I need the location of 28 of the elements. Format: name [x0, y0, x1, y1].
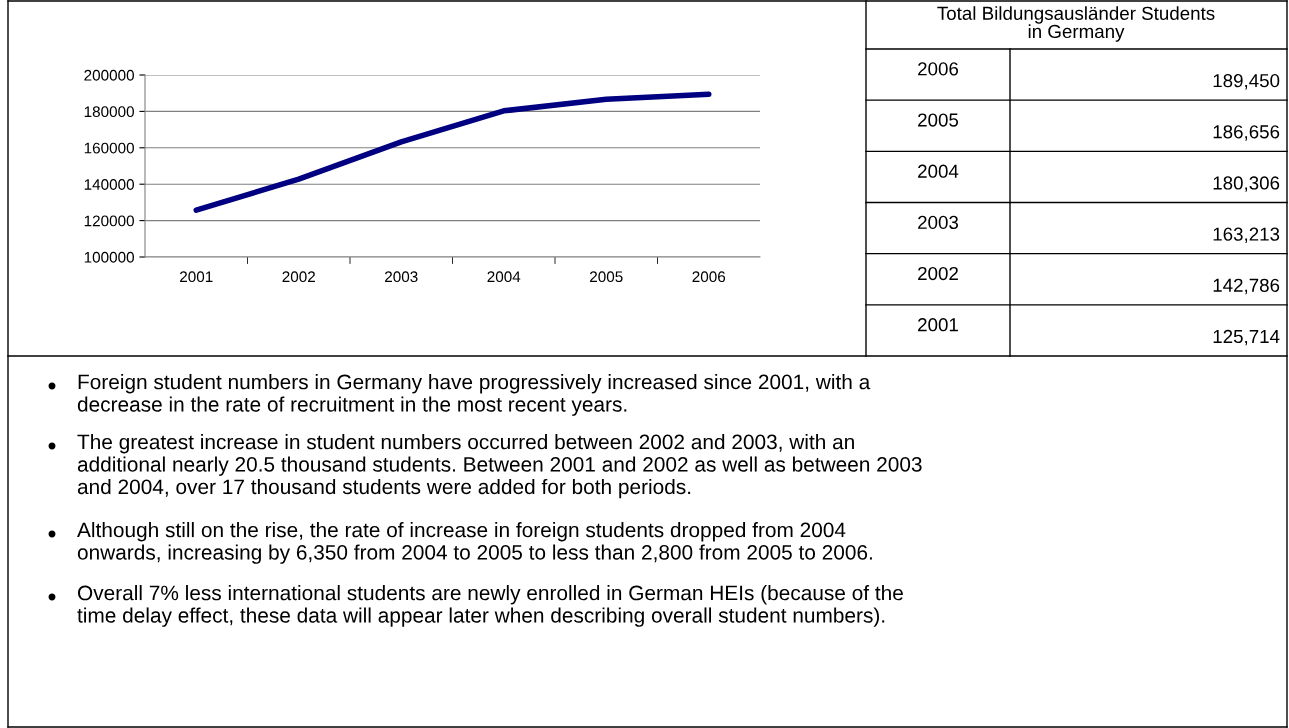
text: 125,714	[1213, 329, 1280, 346]
text: The greatest increase in student numbers occurred between 2002 and 2003, with an additional nearly 20.5 thousand students. Between 2001 and 2002 as well as between 2003 and 2004, over 17 thousand students were added for both periods.	[77, 434, 922, 499]
x-tick-label: 2002	[282, 271, 315, 283]
y-tick-label: 100000	[84, 251, 134, 263]
category-label: 2003	[918, 215, 959, 230]
category-label: 2004	[918, 164, 959, 178]
category-label: 2006	[918, 62, 959, 76]
y-tick-label: 120000	[84, 215, 134, 227]
text: Although still on the rise, the rate of increase in foreign students dropped from 2004 onwards, increasing by 6,350 from 2004 to 2005 to less than 2,800 from 2005 to 2006.	[77, 522, 872, 564]
x-tick-label: 2004	[487, 271, 521, 283]
y-tick-label: 180000	[84, 106, 134, 118]
x-tick-label: 2006	[692, 271, 726, 283]
y-tick-label: 200000	[84, 69, 134, 81]
text: Foreign student numbers in Germany have progressively increased since 2001, with a decrease in the rate of recruitment in the most recent years.	[77, 374, 871, 416]
text: 142,786	[1213, 278, 1280, 295]
x-tick-label: 2003	[385, 271, 418, 283]
text: 186,656	[1213, 125, 1280, 141]
x-tick-label: 2005	[590, 271, 623, 283]
text: 189,450	[1213, 74, 1280, 90]
y-tick-label: 140000	[84, 179, 134, 190]
y-tick-label: 160000	[84, 142, 134, 154]
text: 163,213	[1213, 227, 1280, 244]
category-label: 2005	[918, 113, 959, 127]
text: Overall 7% less international students are newly enrolled in German HEIs (because of the time delay effect, these data will appear later when describing overall student numbers).	[77, 585, 903, 627]
category-label: 2001	[918, 318, 958, 332]
text: Total Bildungsausländer Students in Germany	[937, 6, 1215, 42]
text: 180,306	[1213, 176, 1280, 192]
x-tick-label: 2001	[180, 271, 213, 283]
